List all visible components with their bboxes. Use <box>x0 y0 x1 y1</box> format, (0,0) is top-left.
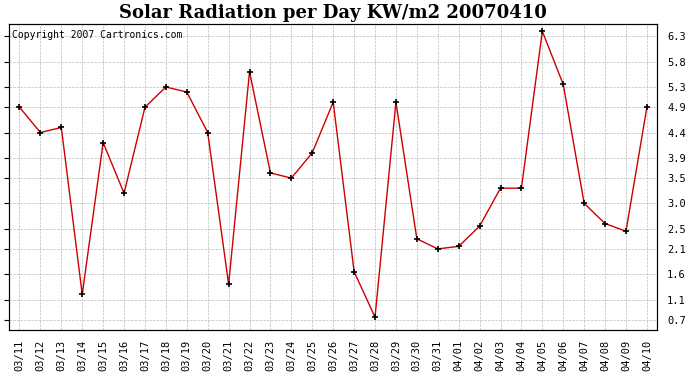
Title: Solar Radiation per Day KW/m2 20070410: Solar Radiation per Day KW/m2 20070410 <box>119 4 547 22</box>
Text: Copyright 2007 Cartronics.com: Copyright 2007 Cartronics.com <box>12 30 183 40</box>
